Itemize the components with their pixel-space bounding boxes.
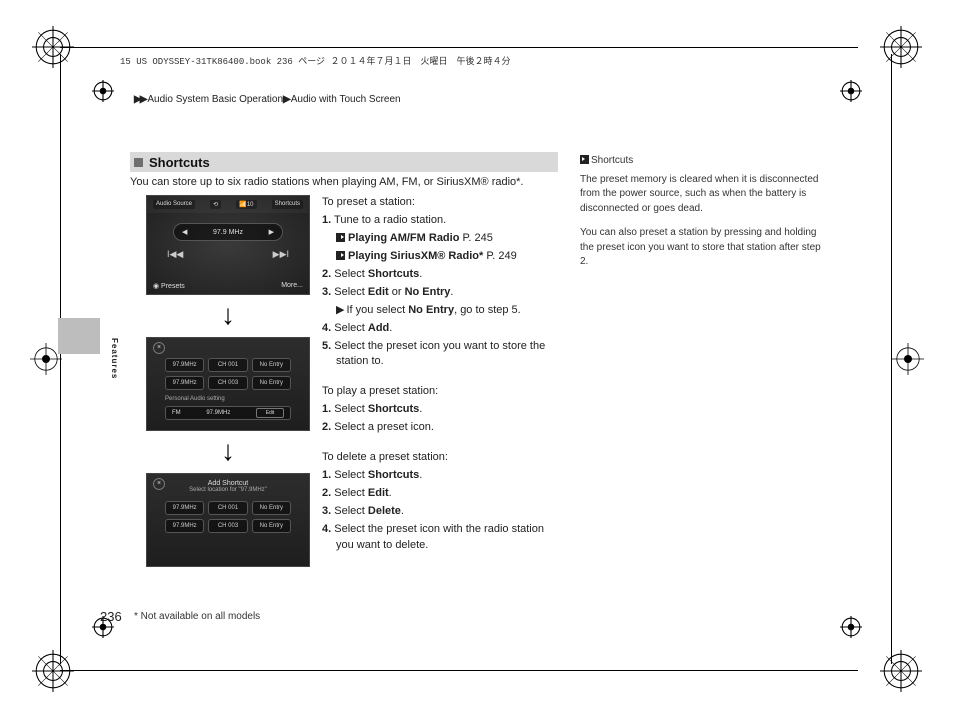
preset-cell: No Entry <box>252 358 291 372</box>
close-icon: × <box>153 342 165 354</box>
step-link: Playing SiriusXM® Radio* P. 249 <box>322 249 558 265</box>
preset-cell: CH 003 <box>208 376 247 390</box>
instruction-column: To preset a station: 1. Tune to a radio … <box>322 195 558 568</box>
registration-mark-icon <box>892 343 924 375</box>
step: 2. Select a preset icon. <box>322 420 558 436</box>
preset-cell: CH 001 <box>208 501 247 515</box>
close-icon: × <box>153 478 165 490</box>
preset-cell: CH 003 <box>208 519 247 533</box>
preset-cell: No Entry <box>252 376 291 390</box>
screenshot-shortcuts-list: × 97.9MHz CH 001 No Entry 97.9MHz CH 003… <box>146 337 310 431</box>
shot1-shortcuts: Shortcuts <box>272 200 303 209</box>
breadcrumb-arrow-icon: ▶ <box>283 94 289 105</box>
shot2-freq: 97.9MHz <box>206 410 230 416</box>
step: 3. Select Delete. <box>322 504 558 520</box>
shot2-fm: FM <box>172 410 181 416</box>
shot3-title: Add Shortcut <box>147 474 309 487</box>
crop-line <box>891 54 892 664</box>
shot3-subtitle: Select location for "97.9MHz" <box>147 487 309 495</box>
crop-line <box>60 47 858 48</box>
registration-mark-icon <box>880 26 922 68</box>
step: 3. Select Edit or No Entry. <box>322 285 558 301</box>
preset-cell: CH 001 <box>208 358 247 372</box>
link-icon <box>336 251 345 260</box>
shot1-prev-icon: ◀ <box>182 228 187 236</box>
breadcrumb-item: Audio with Touch Screen <box>291 94 401 105</box>
down-arrow-icon: ↓ <box>146 301 310 329</box>
section-title: Shortcuts <box>149 155 210 170</box>
sidebar-notes: Shortcuts The preset memory is cleared w… <box>580 154 830 280</box>
preset-cell: No Entry <box>252 501 291 515</box>
registration-mark-icon <box>32 650 74 692</box>
crop-line <box>60 54 61 664</box>
step: 1. Select Shortcuts. <box>322 402 558 418</box>
screenshot-add-shortcut: × Add Shortcut Select location for "97.9… <box>146 473 310 567</box>
note-icon <box>580 155 589 164</box>
step: 4. Select Add. <box>322 321 558 337</box>
step: 4. Select the preset icon with the radio… <box>322 522 558 554</box>
shot1-audio-source: Audio Source <box>153 200 195 209</box>
shot2-subtitle: Personal Audio setting <box>147 394 309 402</box>
page-number: 236 <box>100 609 122 624</box>
corner-ring-icon <box>840 80 862 102</box>
intro-text: You can store up to six radio stations w… <box>130 176 560 188</box>
sidebar-header: Shortcuts <box>580 154 830 169</box>
corner-ring-icon <box>92 80 114 102</box>
triangle-icon: ▶ <box>336 304 344 316</box>
step: 2. Select Edit. <box>322 486 558 502</box>
preset-cell: 97.9MHz <box>165 519 204 533</box>
shot1-presets: ◉ Presets <box>153 282 185 290</box>
shot1-next-icon: ▶ <box>269 228 274 236</box>
section-square-icon <box>134 158 143 167</box>
section-heading: Shortcuts <box>130 152 558 172</box>
side-tab <box>58 318 100 354</box>
step: 1. Select Shortcuts. <box>322 468 558 484</box>
preset-cell: 97.9MHz <box>165 501 204 515</box>
sidebar-note: The preset memory is cleared when it is … <box>580 173 830 217</box>
preset-cell: 97.9MHz <box>165 376 204 390</box>
preset-header: To preset a station: <box>322 195 558 211</box>
screenshot-column: Audio Source ⟲ 📶10 Shortcuts ◀ 97.9 MHz … <box>146 195 310 573</box>
breadcrumb-arrow-icon: ▶▶ <box>134 94 145 105</box>
step: 2. Select Shortcuts. <box>322 267 558 283</box>
sidebar-note: You can also preset a station by pressin… <box>580 226 830 270</box>
crop-line <box>60 670 858 671</box>
registration-mark-icon <box>880 650 922 692</box>
breadcrumb-item: Audio System Basic Operation <box>147 94 283 105</box>
shot2-edit-button: Edit <box>256 408 284 418</box>
shot1-icon: 📶10 <box>236 200 256 209</box>
shot1-seek-fwd-icon: ▶▶I <box>273 249 289 260</box>
shot1-frequency: 97.9 MHz <box>213 229 243 236</box>
side-tab-label: Features <box>110 338 119 379</box>
link-icon <box>336 233 345 242</box>
step-link: Playing AM/FM Radio P. 245 <box>322 231 558 247</box>
step-note: ▶If you select No Entry, go to step 5. <box>322 303 558 319</box>
delete-header: To delete a preset station: <box>322 450 558 466</box>
shot1-icon: ⟲ <box>210 200 221 209</box>
book-header: 15 US ODYSSEY-31TK86400.book 236 ページ ２０１… <box>120 54 510 67</box>
preset-cell: No Entry <box>252 519 291 533</box>
shot1-more: More... <box>281 282 303 290</box>
breadcrumb: ▶▶Audio System Basic Operation▶Audio wit… <box>134 94 401 105</box>
step: 1. Tune to a radio station. <box>322 213 558 229</box>
corner-ring-icon <box>840 616 862 638</box>
down-arrow-icon: ↓ <box>146 437 310 465</box>
footnote: * Not available on all models <box>134 611 260 622</box>
preset-cell: 97.9MHz <box>165 358 204 372</box>
shot1-seek-back-icon: I◀◀ <box>167 249 183 260</box>
play-header: To play a preset station: <box>322 384 558 400</box>
screenshot-audio-source: Audio Source ⟲ 📶10 Shortcuts ◀ 97.9 MHz … <box>146 195 310 295</box>
step: 5. Select the preset icon you want to st… <box>322 339 558 371</box>
